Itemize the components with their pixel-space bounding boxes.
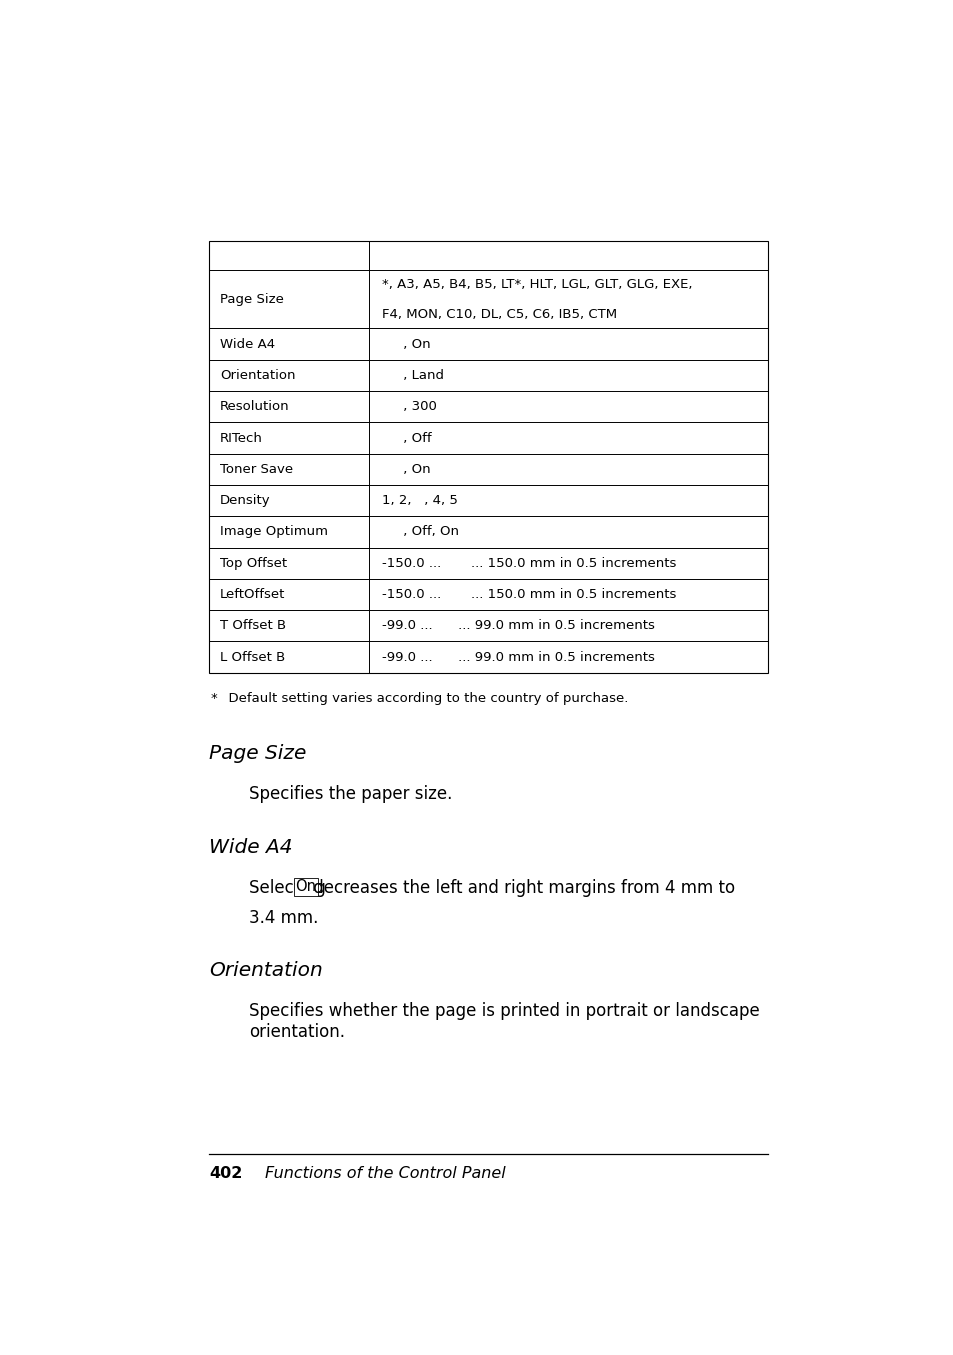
Text: decreases the left and right margins from 4 mm to: decreases the left and right margins fro… — [307, 879, 734, 897]
Text: , Off: , Off — [382, 431, 432, 444]
Text: -99.0 ...      ... 99.0 mm in 0.5 increments: -99.0 ... ... 99.0 mm in 0.5 increments — [382, 619, 655, 633]
Text: -99.0 ...      ... 99.0 mm in 0.5 increments: -99.0 ... ... 99.0 mm in 0.5 increments — [382, 650, 655, 664]
Text: F4, MON, C10, DL, C5, C6, IB5, CTM: F4, MON, C10, DL, C5, C6, IB5, CTM — [382, 308, 617, 321]
Text: Wide A4: Wide A4 — [210, 837, 293, 856]
Text: Wide A4: Wide A4 — [219, 337, 274, 351]
Text: Image Optimum: Image Optimum — [219, 526, 328, 538]
Text: *, A3, A5, B4, B5, LT*, HLT, LGL, GLT, GLG, EXE,: *, A3, A5, B4, B5, LT*, HLT, LGL, GLT, G… — [382, 278, 692, 291]
Text: , 300: , 300 — [382, 400, 436, 413]
Text: Orientation: Orientation — [219, 369, 295, 382]
Text: , On: , On — [382, 337, 431, 351]
Text: RITech: RITech — [219, 431, 262, 444]
Text: , Land: , Land — [382, 369, 444, 382]
Text: Top Offset: Top Offset — [219, 557, 287, 569]
Text: *: * — [211, 691, 217, 705]
Text: -150.0 ...       ... 150.0 mm in 0.5 increments: -150.0 ... ... 150.0 mm in 0.5 increment… — [382, 557, 676, 569]
Text: Page Size: Page Size — [219, 293, 283, 306]
Text: Orientation: Orientation — [210, 961, 323, 980]
Text: Selecting: Selecting — [249, 879, 331, 897]
Text: On: On — [295, 879, 316, 894]
Text: Resolution: Resolution — [219, 400, 289, 413]
Text: Specifies whether the page is printed in portrait or landscape
orientation.: Specifies whether the page is printed in… — [249, 1003, 759, 1041]
Text: Density: Density — [219, 495, 270, 507]
Text: Page Size: Page Size — [210, 744, 307, 763]
Text: , On: , On — [382, 463, 431, 476]
Text: 1, 2,   , 4, 5: 1, 2, , 4, 5 — [382, 495, 457, 507]
Text: 402: 402 — [210, 1167, 243, 1182]
Text: LeftOffset: LeftOffset — [219, 588, 285, 602]
Text: T Offset B: T Offset B — [219, 619, 286, 633]
Text: L Offset B: L Offset B — [219, 650, 285, 664]
Text: Default setting varies according to the country of purchase.: Default setting varies according to the … — [219, 691, 627, 705]
Text: -150.0 ...       ... 150.0 mm in 0.5 increments: -150.0 ... ... 150.0 mm in 0.5 increment… — [382, 588, 676, 602]
Text: Functions of the Control Panel: Functions of the Control Panel — [265, 1167, 505, 1182]
Text: Specifies the paper size.: Specifies the paper size. — [249, 786, 452, 804]
Text: Toner Save: Toner Save — [219, 463, 293, 476]
Text: 3.4 mm.: 3.4 mm. — [249, 909, 317, 927]
Text: , Off, On: , Off, On — [382, 526, 459, 538]
Bar — [210, 241, 767, 673]
